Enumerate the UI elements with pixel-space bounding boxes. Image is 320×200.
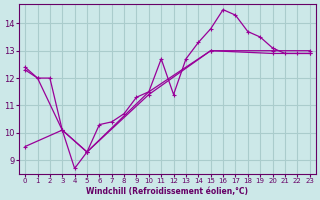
X-axis label: Windchill (Refroidissement éolien,°C): Windchill (Refroidissement éolien,°C) bbox=[86, 187, 248, 196]
